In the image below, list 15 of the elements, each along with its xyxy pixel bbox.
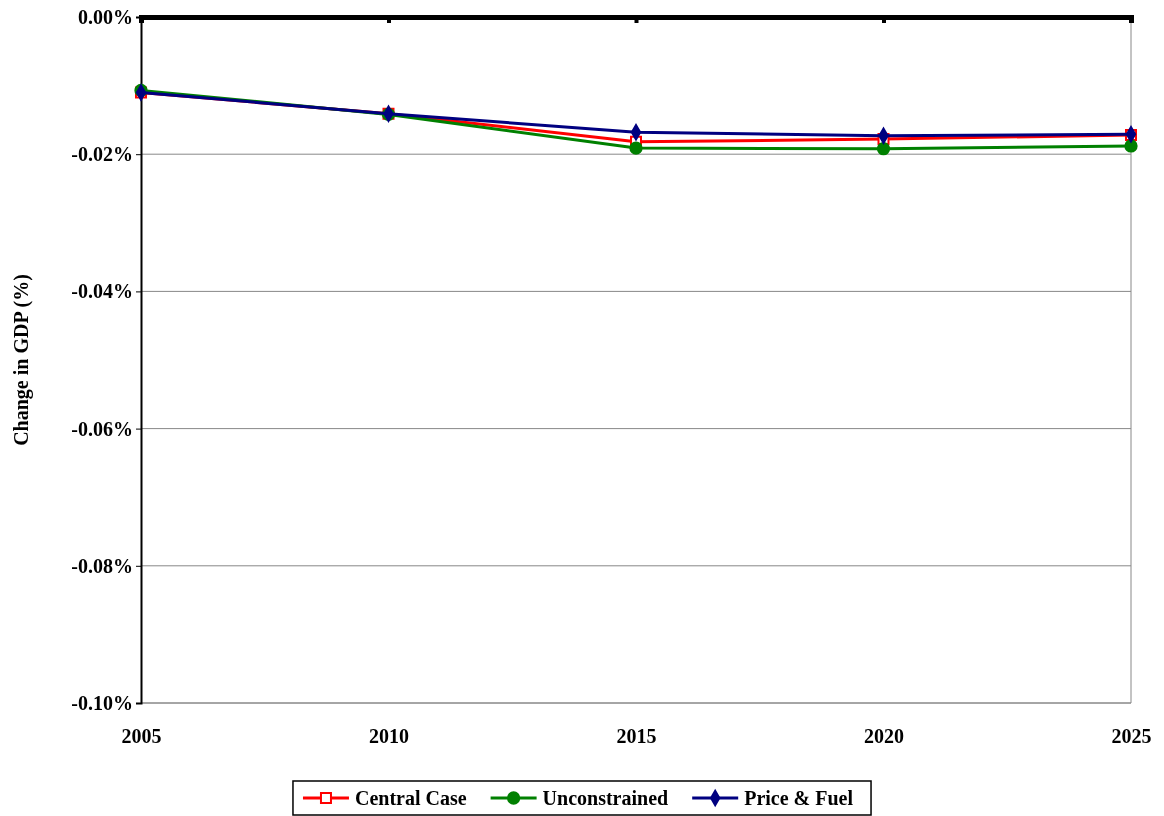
y-tick-label: -0.06% bbox=[71, 417, 133, 440]
x-tick-label: 2020 bbox=[864, 725, 904, 748]
x-tick-label: 2010 bbox=[369, 725, 409, 748]
y-axis-title: Change in GDP (%) bbox=[10, 274, 33, 446]
y-tick-label: -0.10% bbox=[71, 691, 133, 714]
legend-label: Price & Fuel bbox=[744, 787, 854, 809]
legend-label: Central Case bbox=[354, 787, 467, 809]
y-tick-label: -0.04% bbox=[71, 280, 133, 303]
legend-label: Unconstrained bbox=[542, 787, 669, 809]
x-tick-label: 2025 bbox=[1111, 725, 1152, 748]
y-tick-label: -0.02% bbox=[71, 143, 133, 166]
y-tick-label: 0.00% bbox=[78, 5, 133, 28]
x-tick-label: 2005 bbox=[121, 725, 162, 748]
y-tick-label: -0.08% bbox=[71, 554, 133, 577]
x-tick-label: 2015 bbox=[616, 725, 657, 748]
